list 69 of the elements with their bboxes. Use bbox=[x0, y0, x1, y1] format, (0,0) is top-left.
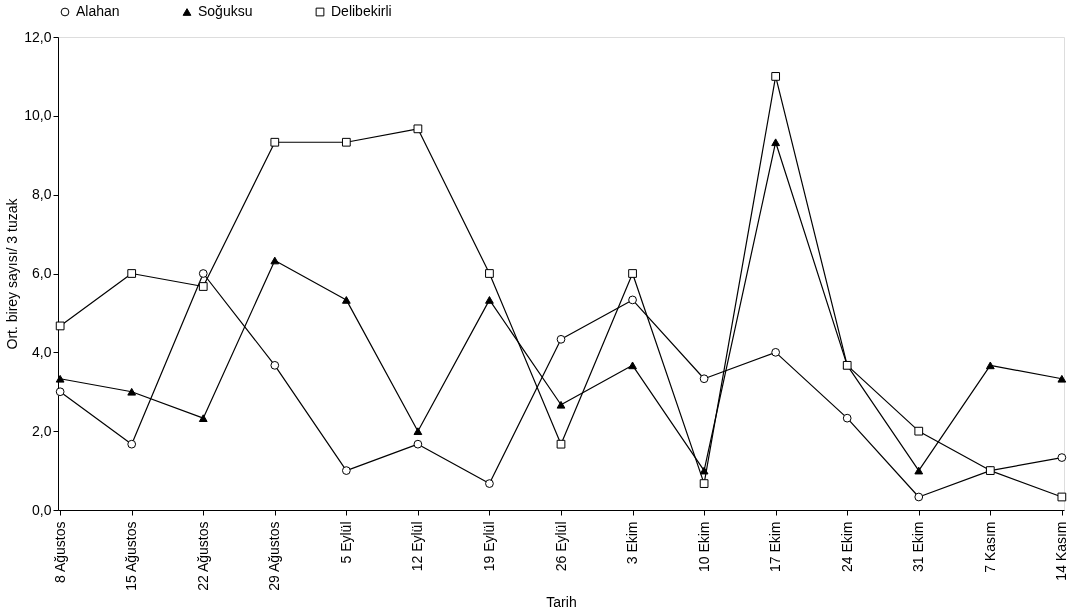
point bbox=[771, 347, 781, 357]
point bbox=[556, 439, 566, 449]
point bbox=[413, 427, 423, 436]
point bbox=[699, 479, 709, 488]
x-tick-label: 15 Ağustos bbox=[123, 521, 140, 591]
legend-label: Alahan bbox=[76, 3, 120, 19]
y-tick-label: 12,0 bbox=[24, 28, 52, 45]
point bbox=[771, 138, 781, 147]
y-axis-title: Ort. birey sayısı/ 3 tuzak bbox=[4, 197, 21, 350]
x-tick-label: 19 Eylül bbox=[480, 521, 497, 572]
x-tick-label: 17 Ekim bbox=[767, 521, 784, 573]
x-tick-label: 26 Eylül bbox=[552, 521, 569, 572]
point bbox=[127, 439, 137, 449]
point bbox=[485, 479, 494, 488]
point bbox=[1057, 492, 1067, 502]
y-tick-label: 6,0 bbox=[32, 265, 52, 281]
y-tick-label: 10,0 bbox=[24, 107, 52, 124]
x-tick-label: 10 Ekim bbox=[695, 521, 712, 573]
point bbox=[842, 413, 852, 423]
x-tick-label: 14 Kasım bbox=[1053, 521, 1070, 581]
point bbox=[341, 137, 351, 147]
x-axis-title: Tarih bbox=[546, 593, 577, 610]
x-tick-label: 24 Ekim bbox=[838, 521, 855, 573]
y-tick-label: 0,0 bbox=[32, 501, 52, 518]
point bbox=[270, 137, 280, 147]
point bbox=[1057, 453, 1067, 462]
point bbox=[914, 466, 924, 475]
point bbox=[127, 387, 137, 396]
point bbox=[55, 387, 65, 397]
point bbox=[55, 374, 65, 383]
x-tick-label: 12 Eylül bbox=[409, 521, 426, 572]
x-tick-label: 8 Ağustos bbox=[51, 521, 68, 583]
point bbox=[198, 269, 208, 278]
point bbox=[341, 466, 351, 475]
point bbox=[1057, 374, 1067, 383]
x-tick-label: 7 Kasım bbox=[981, 521, 998, 573]
x-tick-label: 5 Eylül bbox=[337, 521, 354, 564]
point bbox=[985, 466, 995, 475]
x-tick-label: 3 Ekim bbox=[624, 521, 641, 565]
point bbox=[341, 296, 351, 304]
point bbox=[413, 439, 423, 449]
x-tick-label: 29 Ağustos bbox=[266, 521, 283, 591]
legend-label: Soğuksu bbox=[198, 3, 253, 19]
point bbox=[628, 361, 637, 370]
point bbox=[628, 269, 637, 278]
x-tick-label: 31 Ekim bbox=[910, 521, 927, 573]
point bbox=[628, 295, 637, 305]
point bbox=[699, 374, 709, 384]
point bbox=[485, 296, 494, 304]
point bbox=[985, 361, 995, 370]
point bbox=[127, 269, 137, 278]
point bbox=[699, 466, 709, 475]
point bbox=[198, 282, 208, 291]
point bbox=[485, 269, 494, 278]
legend-label: Delibekirli bbox=[331, 3, 392, 19]
point bbox=[556, 334, 566, 344]
y-tick-label: 8,0 bbox=[32, 186, 52, 203]
y-tick-label: 2,0 bbox=[32, 422, 52, 439]
point bbox=[198, 414, 208, 423]
point bbox=[914, 426, 924, 436]
point bbox=[914, 492, 924, 502]
point bbox=[270, 360, 280, 370]
point bbox=[556, 400, 566, 409]
point bbox=[413, 124, 423, 134]
x-tick-label: 22 Ağustos bbox=[194, 521, 211, 591]
point bbox=[771, 72, 781, 81]
point bbox=[55, 321, 65, 331]
y-tick-label: 4,0 bbox=[32, 343, 52, 360]
point bbox=[270, 256, 280, 265]
